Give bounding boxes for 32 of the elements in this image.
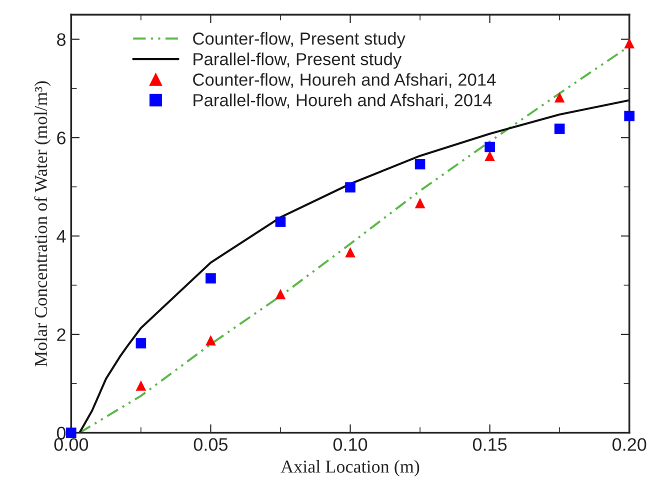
point [275,216,286,227]
y-tick-label: 2 [57,328,66,341]
point [136,338,146,348]
legend-label: Counter-flow, Houreh and Afshari, 2014 [193,73,496,88]
point [345,247,356,258]
y-tick-label: 0 [56,426,66,440]
point [275,288,286,300]
point [414,198,426,208]
x-tick-label: 0.20 [612,438,646,451]
point [136,380,146,391]
point [206,335,216,346]
point [624,38,634,48]
point [554,124,565,134]
y-tick-label: 8 [57,33,66,46]
point [554,92,565,102]
legend-label: Parallel-flow, Houreh and Afshari, 2014 [194,94,492,108]
y-tick-label: 6 [57,132,66,144]
point [414,159,426,170]
point [484,150,495,161]
x-tick-label: 0.05 [194,438,228,451]
y-axis-title: Molar Concentration of Water (mol/m³) [34,81,51,366]
point [206,273,216,284]
x-axis-title: Axial Location (m) [280,460,420,476]
x-tick-label: 0.10 [333,438,368,451]
y-tick-label: 4 [56,230,66,243]
x-tick-label: 0.15 [472,438,507,451]
x-tick-label: 0.00 [54,438,88,451]
point [624,110,634,122]
legend-label: Parallel-flow, Present study [194,52,402,69]
point [345,182,356,192]
legend-label: Counter-flow, Present study [193,32,406,48]
point [484,142,495,152]
